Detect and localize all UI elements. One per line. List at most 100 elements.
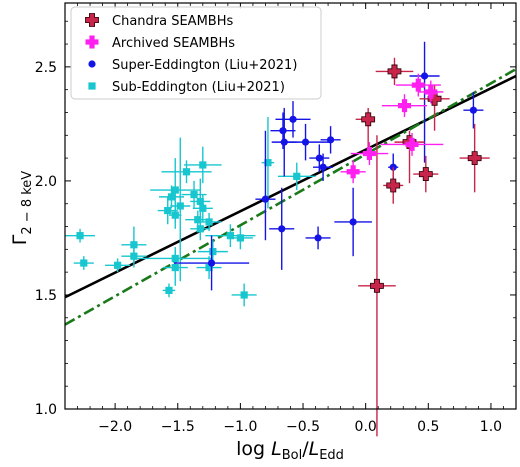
x-axis-label-slash: / (302, 438, 309, 460)
data-point (264, 159, 272, 167)
series-square-3 (65, 117, 316, 307)
x-tick-label: −1.0 (223, 419, 257, 435)
legend-label-sub-eddington: Sub-Eddington (Liu+2021) (112, 80, 285, 95)
x-axis-label-sub2: Edd (319, 448, 344, 463)
data-point (278, 225, 286, 233)
legend-marker-sub-eddington (88, 82, 96, 90)
legend-marker (88, 60, 96, 68)
data-point (207, 259, 216, 267)
legend-frame (70, 6, 322, 100)
data-point (411, 78, 425, 92)
data-point (130, 241, 138, 249)
data-point (165, 286, 173, 294)
legend-entry-archived: Archived SEAMBHs (85, 35, 235, 51)
data-point (398, 99, 412, 113)
y-axis-label: Γ2 − 8 keV (9, 171, 35, 245)
data-point (370, 278, 384, 293)
data-points (65, 41, 490, 437)
legend-label-super-eddington: Super-Eddington (Liu+2021) (112, 58, 297, 73)
data-point (176, 202, 184, 210)
data-point (427, 91, 442, 106)
data-point (467, 151, 482, 166)
data-point (114, 261, 122, 269)
x-tick-label: 0.0 (355, 419, 377, 435)
data-point (199, 204, 207, 212)
legend-entry-chandra: Chandra SEAMBHs (85, 13, 233, 29)
legend-marker (85, 13, 99, 27)
data-point (226, 232, 234, 240)
legend-marker (85, 35, 99, 49)
x-tick-label: −2.0 (98, 419, 132, 435)
fit-lines (64, 68, 517, 326)
data-point (420, 72, 429, 80)
legend-label-archived: Archived SEAMBHs (112, 36, 235, 51)
x-axis-label-l2: L (309, 438, 320, 460)
data-point (319, 163, 327, 171)
data-point (362, 147, 376, 161)
x-tick-label: −1.5 (161, 419, 195, 435)
data-point (164, 206, 172, 215)
data-point (289, 115, 297, 123)
data-point (293, 172, 301, 180)
legend-marker-super-eddington (88, 60, 96, 68)
data-point (130, 252, 138, 260)
data-point (361, 112, 376, 127)
data-point (346, 165, 360, 179)
y-axis-label-sub: 2 − 8 keV (20, 171, 35, 235)
legend-entry-sub-eddington: Sub-Eddington (Liu+2021) (88, 80, 285, 95)
data-point (190, 190, 198, 199)
data-point (196, 225, 204, 233)
y-tick-label: 2.5 (35, 60, 57, 76)
x-tick-label: 1.0 (480, 419, 502, 435)
axis-ticks: −2.0 −1.5 −1.0 −0.5 0.0 0.5 1.0 1.0 1.5 2.0 2.5 (35, 3, 516, 435)
y-axis-label-main: Γ (9, 234, 31, 245)
data-point (387, 64, 402, 79)
x-axis-label-l1: L (271, 438, 282, 460)
data-point (301, 138, 310, 146)
data-point (171, 186, 179, 194)
data-point (386, 178, 401, 193)
data-point (405, 137, 419, 151)
fit-line-dashdot (64, 68, 517, 326)
data-point (240, 291, 248, 299)
data-point (76, 232, 84, 240)
data-point (171, 211, 179, 219)
legend-marker (88, 82, 96, 90)
data-point (418, 167, 433, 181)
legend-label-chandra: Chandra SEAMBHs (112, 14, 233, 29)
legend-entry-super-eddington: Super-Eddington (Liu+2021) (88, 58, 297, 73)
y-tick-label: 1.5 (35, 288, 57, 304)
data-point (205, 218, 213, 226)
x-tick-label: 0.5 (417, 419, 439, 435)
data-point (469, 106, 478, 114)
data-point (424, 85, 438, 99)
data-point (205, 263, 213, 272)
x-axis-label-sub1: Bol (282, 448, 302, 463)
legend-marker-chandra (85, 13, 99, 27)
data-point (349, 218, 357, 226)
series-circle-2 (173, 41, 484, 291)
data-point (279, 127, 287, 135)
data-point (196, 197, 204, 206)
data-point (167, 193, 176, 201)
data-point (80, 259, 88, 267)
data-point (194, 216, 202, 224)
data-point (171, 263, 179, 272)
data-point (389, 163, 397, 171)
y-tick-label: 1.0 (35, 402, 57, 418)
data-point (182, 168, 191, 176)
legend-marker-archived (85, 35, 99, 49)
data-point (199, 161, 207, 169)
x-axis-label-prefix: log (236, 438, 271, 460)
x-axis-label: log LBol/LEdd (236, 438, 344, 463)
series-plus-1 (340, 73, 444, 184)
x-tick-label: −0.5 (286, 419, 320, 435)
fit-line-solid (64, 74, 517, 299)
data-point (314, 234, 322, 242)
data-point (261, 195, 270, 203)
legend: Chandra SEAMBHs Archived SEAMBHs Super-E… (70, 6, 322, 100)
data-point (315, 154, 323, 162)
series-plus-0 (355, 57, 490, 437)
data-point (209, 248, 217, 256)
